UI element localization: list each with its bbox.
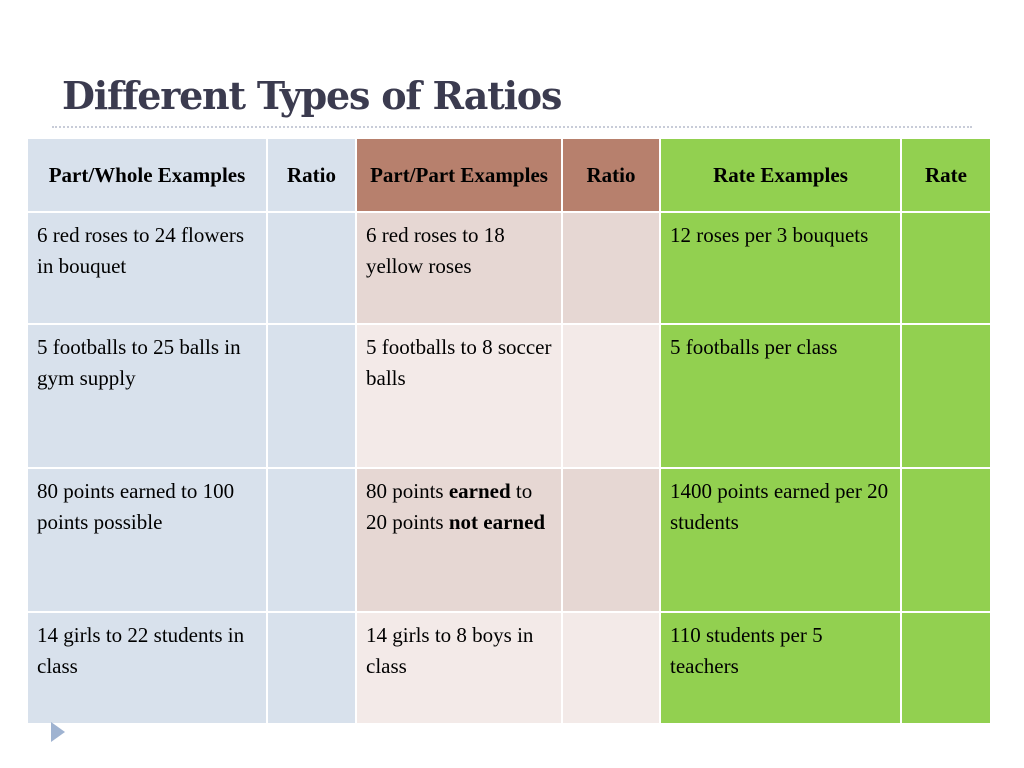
table-row: 14 girls to 22 students in class 14 girl… [26,611,992,725]
title-divider [52,126,972,128]
table-row: 5 footballs to 25 balls in gym supply 5 … [26,323,992,469]
rate-examples-cell: 1400 points earned per 20 students [659,467,902,613]
part-part-text: to 20 points [366,479,533,534]
part-whole-cell: 14 girls to 22 students in class [26,611,268,725]
table-row: 80 points earned to 100 points possible … [26,467,992,613]
rate-cell [900,611,992,725]
part-part-text: 80 points [366,479,449,503]
rate-cell [900,211,992,325]
part-whole-cell: 6 red roses to 24 flowers in bouquet [26,211,268,325]
rate-examples-cell: 110 students per 5 teachers [659,611,902,725]
header-rate: Rate [900,137,992,213]
part-whole-cell: 5 footballs to 25 balls in gym supply [26,323,268,469]
part-part-cell: 6 red roses to 18 yellow roses [355,211,563,325]
rate-examples-cell: 12 roses per 3 bouquets [659,211,902,325]
rate-examples-cell: 5 footballs per class [659,323,902,469]
ratio-cell [561,211,661,325]
header-ratio: Ratio [561,137,661,213]
ratio-cell [266,323,357,469]
ratio-cell [561,323,661,469]
table-row: 6 red roses to 24 flowers in bouquet 6 r… [26,211,992,325]
slide-title: Different Types of Ratios [62,73,562,118]
part-whole-cell: 80 points earned to 100 points possible [26,467,268,613]
ratio-cell [266,467,357,613]
ratio-cell [266,611,357,725]
ratio-cell [561,611,661,725]
ratio-cell [561,467,661,613]
part-part-cell: 80 points earned to 20 points not earned [355,467,563,613]
header-part-part: Part/Part Examples [355,137,563,213]
part-part-cell: 5 footballs to 8 soccer balls [355,323,563,469]
ratios-table: Part/Whole Examples Ratio Part/Part Exam… [26,137,992,725]
part-part-bold-text: earned [448,479,511,503]
header-rate-examples: Rate Examples [659,137,902,213]
part-part-cell: 14 girls to 8 boys in class [355,611,563,725]
ratio-cell [266,211,357,325]
part-part-bold-text: not earned [448,510,546,534]
triangle-arrow-right-icon [51,722,65,742]
table-header-row: Part/Whole Examples Ratio Part/Part Exam… [26,137,992,213]
header-ratio: Ratio [266,137,357,213]
header-part-whole: Part/Whole Examples [26,137,268,213]
rate-cell [900,323,992,469]
rate-cell [900,467,992,613]
